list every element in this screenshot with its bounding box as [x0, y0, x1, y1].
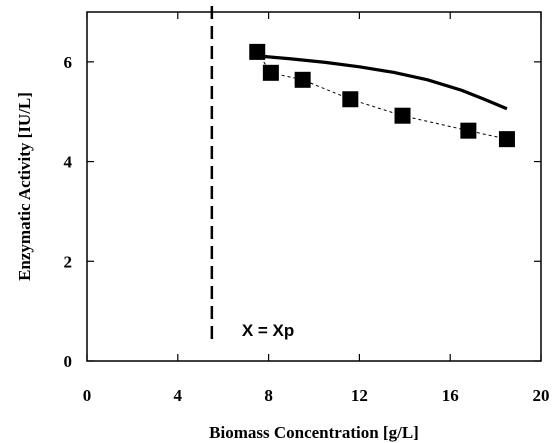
y-tick-label: 0	[64, 352, 73, 371]
threshold-label: X = Xp	[242, 321, 294, 340]
plot-series: X = Xp	[210, 6, 515, 344]
x-axis-label: Biomass Concentration [g/L]	[209, 423, 419, 442]
data-point	[294, 71, 311, 88]
y-axis-label: Enzymatic Activity [IU/L]	[15, 92, 34, 281]
x-tick-label: 0	[83, 386, 92, 405]
model-curve	[257, 54, 508, 111]
plot-border	[86, 11, 542, 362]
y-tick-label: 2	[64, 252, 73, 271]
y-axis: 0 2 4 6	[64, 53, 541, 371]
data-point	[262, 64, 279, 81]
y-tick-label: 6	[64, 53, 73, 72]
plot-frame	[86, 11, 542, 362]
data-point	[498, 131, 515, 148]
x-tick-label: 12	[351, 386, 368, 405]
x-tick-label: 8	[264, 386, 273, 405]
data-point	[394, 107, 411, 124]
x-tick-label: 4	[174, 386, 183, 405]
x-axis: 0 4 8 12 16 20	[83, 12, 550, 405]
y-tick-label: 4	[64, 153, 73, 172]
x-tick-label: 20	[533, 386, 550, 405]
data-point	[460, 122, 477, 139]
data-point	[342, 91, 359, 108]
x-tick-label: 16	[442, 386, 459, 405]
